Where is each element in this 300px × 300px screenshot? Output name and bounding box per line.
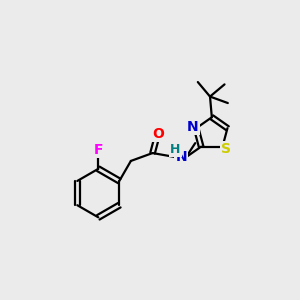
Text: N: N: [175, 150, 187, 164]
Text: N: N: [187, 120, 199, 134]
Text: H: H: [170, 143, 181, 156]
Text: S: S: [221, 142, 231, 156]
Text: F: F: [94, 143, 103, 157]
Text: O: O: [152, 127, 164, 141]
